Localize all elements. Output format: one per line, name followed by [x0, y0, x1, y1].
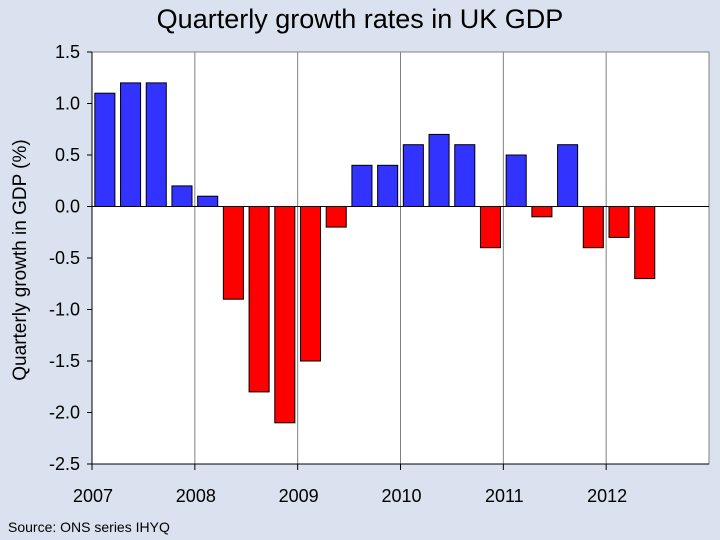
y-tick-label: -0.5 [49, 248, 80, 268]
y-tick-label: -2.0 [49, 403, 80, 423]
x-tick-label-2007: 2007 [73, 486, 113, 506]
source-note: Source: ONS series IHYQ [8, 519, 170, 535]
y-tick-label: 1.0 [55, 94, 80, 114]
bar-2008-q2 [222, 206, 244, 300]
x-tick-label-2009: 2009 [279, 486, 319, 506]
bar-2011-q1 [505, 154, 527, 207]
bar-2011-q4 [582, 206, 604, 249]
x-tick-label-2011: 2011 [485, 486, 524, 506]
bar-2007-q2 [120, 82, 142, 207]
y-tick-label: -2.5 [49, 454, 80, 474]
chart-title: Quarterly growth rates in UK GDP [156, 4, 564, 34]
bar-2009-q4 [377, 164, 399, 208]
bar-2008-q1 [197, 195, 219, 207]
bar-2007-q1 [94, 92, 116, 207]
bar-2009-q1 [299, 206, 322, 362]
bar-2011-q3 [557, 144, 579, 207]
bar-2010-q4 [479, 206, 502, 249]
bar-2010-q1 [402, 144, 424, 207]
bar-2007-q3 [145, 82, 167, 207]
y-tick-label: 1.5 [55, 42, 80, 62]
bar-2011-q2 [531, 206, 553, 218]
bar-2008-q4 [274, 206, 296, 424]
bar-2012-q2 [634, 206, 656, 280]
bar-2010-q2 [428, 133, 450, 207]
bar-2007-q4 [171, 185, 193, 207]
bar-2009-q2 [325, 206, 347, 228]
bar-2010-q3 [454, 144, 476, 207]
bar-2009-q3 [351, 164, 373, 208]
y-tick-label: 0.5 [55, 145, 80, 165]
y-tick-label: -1.5 [49, 351, 80, 371]
y-tick-label: 0.0 [55, 197, 80, 217]
x-tick-label-2010: 2010 [381, 486, 421, 506]
y-tick-label: -1.0 [49, 300, 80, 320]
y-axis-title: Quarterly growth in GDP (%) [10, 139, 31, 380]
bar-2012-q1 [608, 206, 630, 238]
bar-2008-q3 [248, 206, 270, 393]
x-tick-label-2012: 2012 [587, 486, 627, 506]
x-tick-label-2008: 2008 [176, 486, 216, 506]
